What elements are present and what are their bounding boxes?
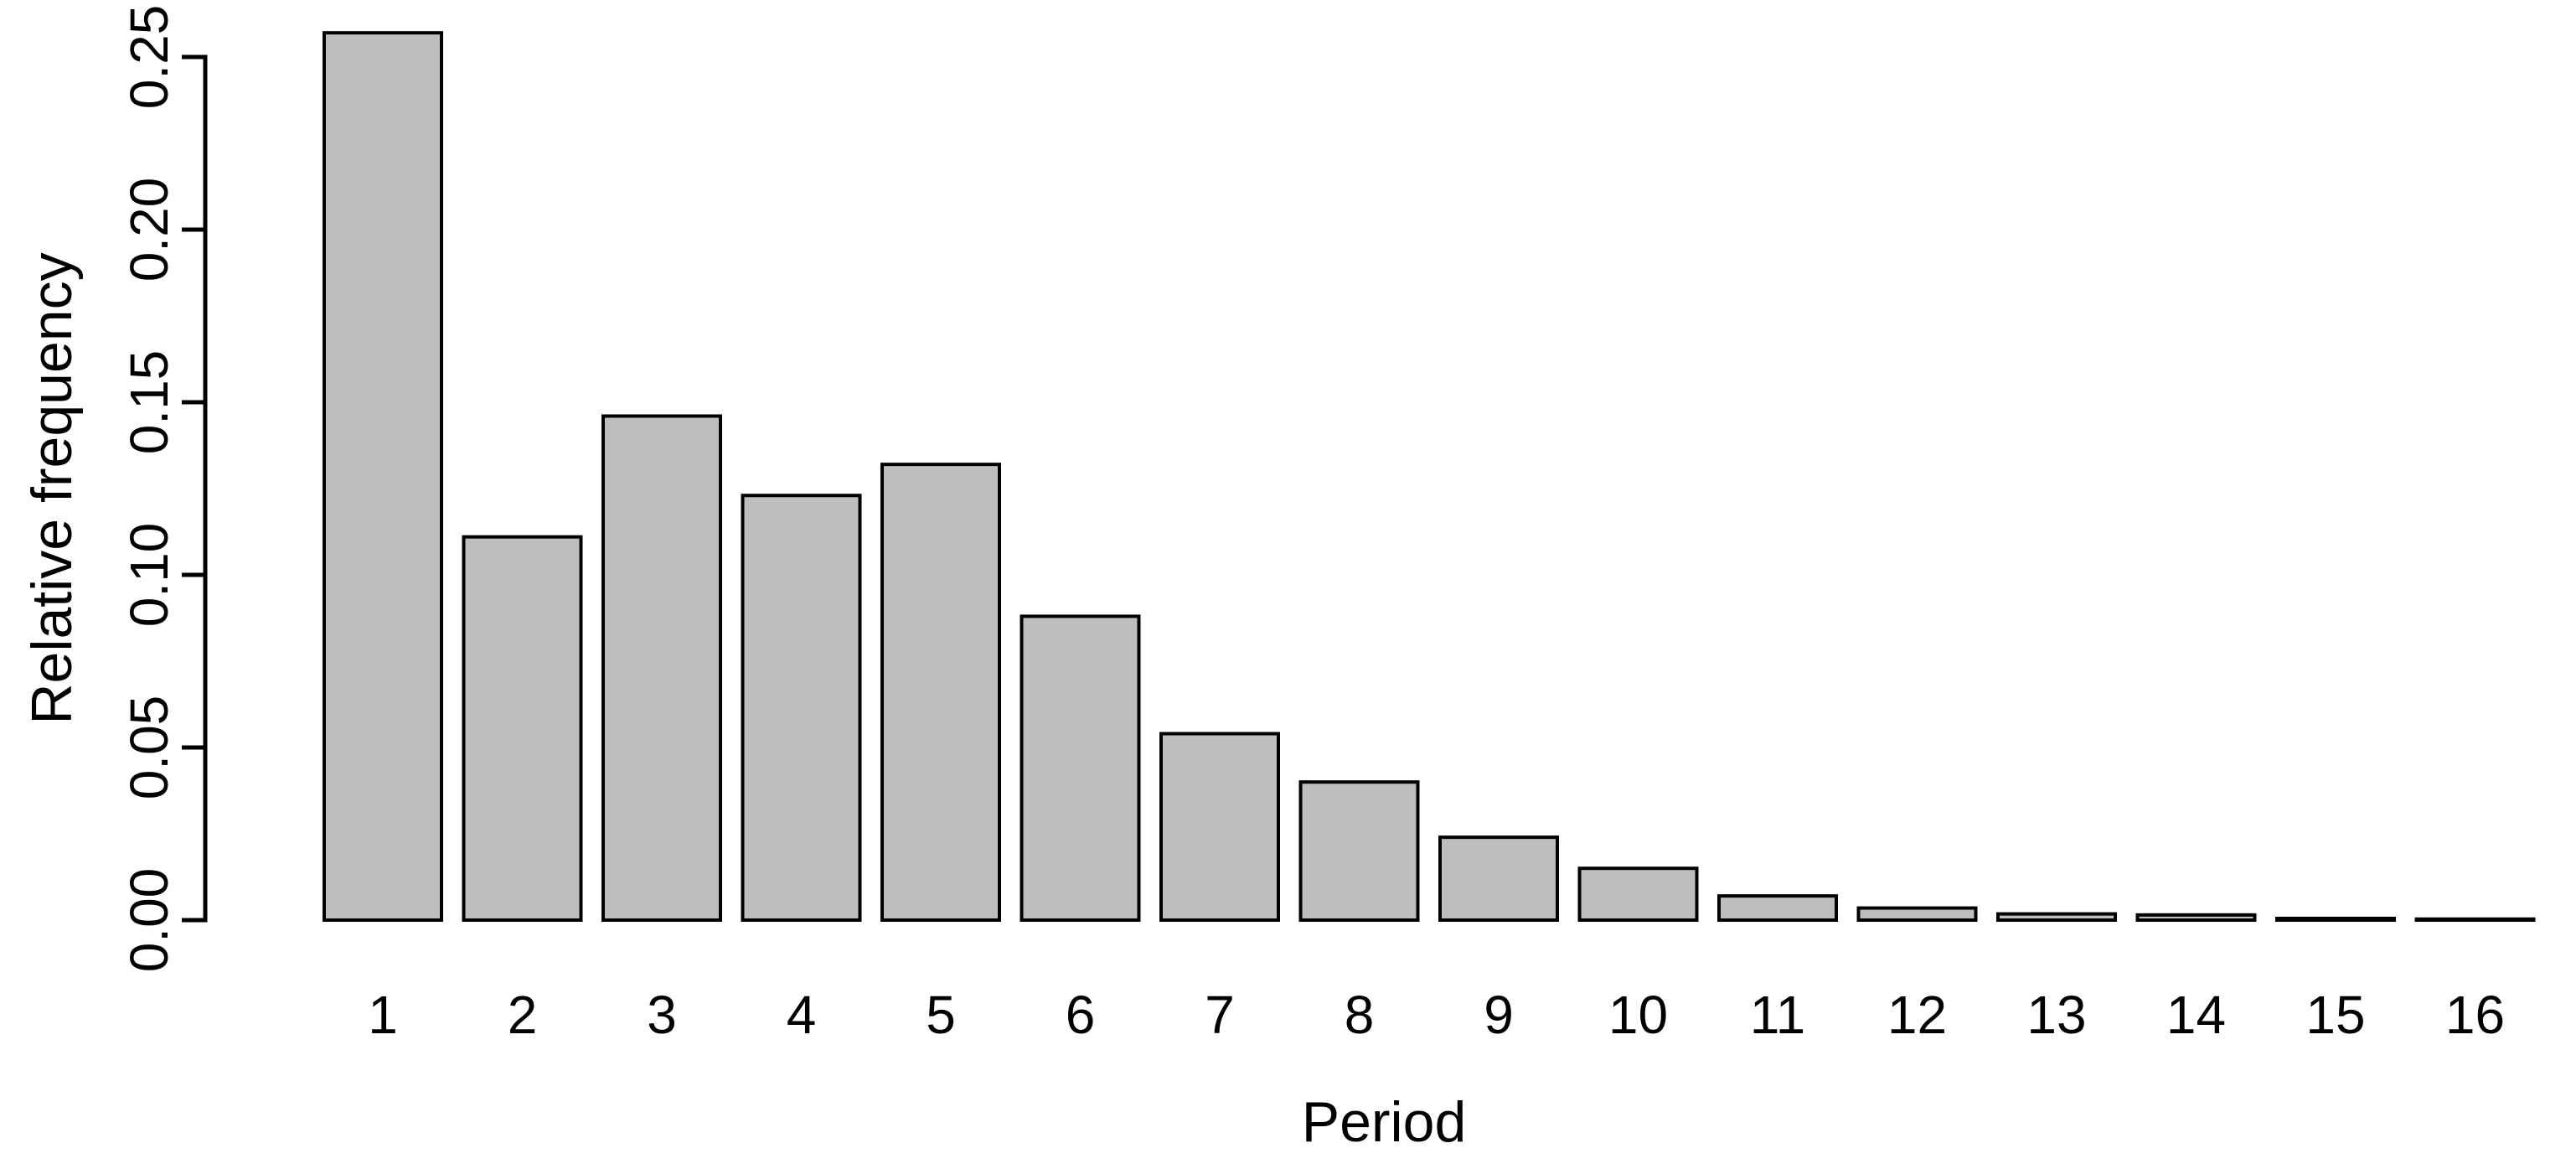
x-tick-label: 12: [1887, 985, 1947, 1045]
x-tick-label: 16: [2445, 985, 2505, 1045]
x-tick-label: 8: [1345, 985, 1375, 1045]
x-tick-label: 6: [1066, 985, 1096, 1045]
bar: [1717, 894, 1838, 923]
bar: [323, 31, 443, 922]
bar: [462, 535, 583, 922]
bar: [880, 463, 1001, 922]
bar: [1996, 912, 2117, 922]
x-axis-tick-labels: 1 2 3 4 5 6 7 8 9 10 11 12 13 14 15 16: [368, 985, 2505, 1045]
x-tick-label: 7: [1205, 985, 1235, 1045]
y-axis-ticks: 0.00 0.05 0.10 0.15 0.20 0.25: [119, 5, 205, 973]
bar: [601, 414, 722, 923]
x-tick-label: 14: [2166, 985, 2226, 1045]
bar: [2135, 913, 2257, 922]
bars-group: [323, 31, 2536, 923]
x-tick-label: 15: [2305, 985, 2365, 1045]
y-tick-label: 0.20: [119, 178, 179, 282]
y-tick-label: 0.15: [119, 350, 179, 455]
bar: [1577, 866, 1699, 922]
y-axis-title: Relative frequency: [20, 252, 84, 724]
x-tick-label: 5: [926, 985, 956, 1045]
bar: [741, 494, 862, 922]
x-tick-label: 2: [508, 985, 538, 1045]
x-tick-label: 4: [787, 985, 817, 1045]
bar: [1438, 835, 1559, 922]
y-tick-label: 0.00: [119, 868, 179, 973]
x-tick-label: 9: [1484, 985, 1514, 1045]
bar: [1856, 906, 1978, 922]
bar: [2414, 917, 2536, 923]
bar: [1020, 614, 1141, 922]
y-tick-label: 0.10: [119, 523, 179, 628]
x-tick-label: 3: [647, 985, 677, 1045]
bar: [2275, 916, 2396, 922]
y-tick-label: 0.05: [119, 696, 179, 800]
y-tick-label: 0.25: [119, 5, 179, 110]
x-tick-label: 10: [1608, 985, 1668, 1045]
bar: [1298, 780, 1420, 923]
x-axis-title: Period: [1302, 1090, 1467, 1154]
bar: [1159, 732, 1280, 923]
x-tick-label: 11: [1750, 985, 1805, 1045]
x-tick-label: 1: [368, 985, 398, 1045]
x-tick-label: 13: [2026, 985, 2086, 1045]
